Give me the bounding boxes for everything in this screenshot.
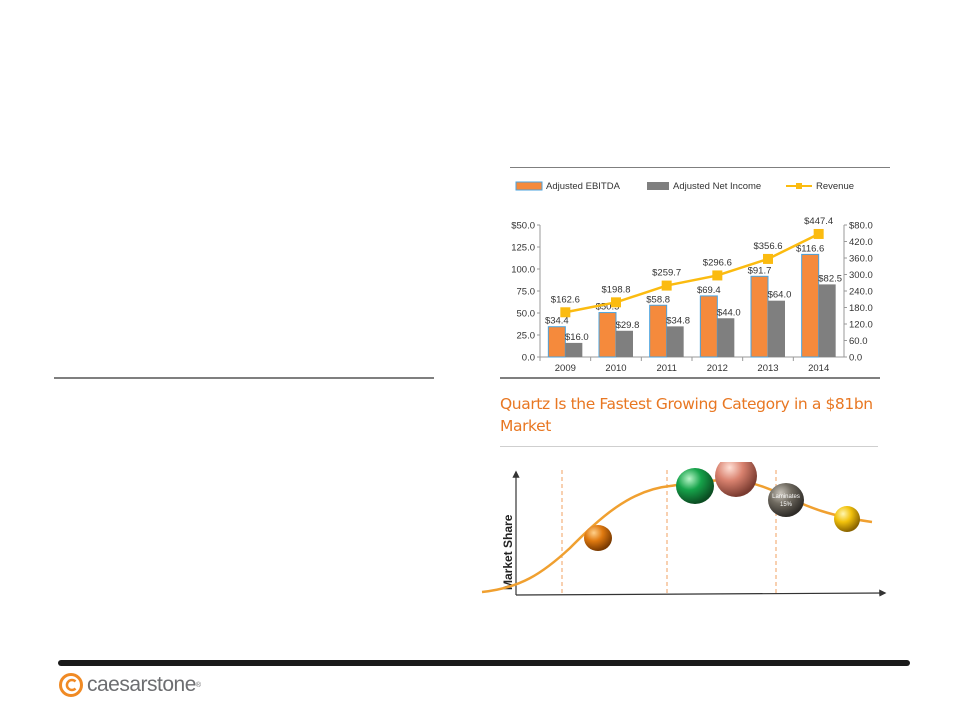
data-label-adjusted-net-income: $64.0 — [768, 290, 792, 301]
chart-top-divider — [510, 167, 890, 168]
x-tick-label: 2011 — [656, 363, 676, 374]
chart-legend: Adjusted EBITDA Adjusted Net Income Reve… — [515, 181, 854, 192]
revenue-point — [611, 297, 621, 308]
revenue-line — [565, 232, 820, 314]
data-label-adjusted-net-income: $16.0 — [565, 332, 589, 343]
x-axis — [515, 589, 887, 597]
bubble-orange — [584, 525, 612, 551]
x-tick-label: 2013 — [757, 363, 778, 374]
right-tick-label: 60.0 — [849, 336, 868, 347]
legend-marker-revenue — [796, 183, 802, 189]
bar-adjusted-net-income — [768, 300, 785, 357]
data-label-adjusted-ebitda: $58.8 — [646, 294, 670, 305]
right-tick-label: 180.0 — [849, 303, 873, 314]
revenue-point — [813, 228, 824, 239]
bubble-pink — [715, 462, 757, 497]
laminates-label: Laminates — [772, 494, 800, 500]
data-label-revenue: $356.6 — [753, 241, 782, 252]
bar-adjusted-ebitda — [547, 326, 566, 358]
legend-swatch-ebitda — [515, 181, 543, 191]
x-tick-label: 2010 — [605, 363, 626, 374]
right-tick-label: $80.0 — [849, 221, 873, 232]
company-logo: caesarstone ® — [58, 672, 201, 698]
bar-adjusted-net-income — [717, 318, 735, 357]
legend-swatch-net-income — [647, 182, 669, 190]
laminates-value: 15% — [780, 502, 793, 508]
data-label-adjusted-ebitda: $50.5 — [596, 302, 620, 313]
revenue-point — [560, 307, 571, 318]
data-label-adjusted-net-income: $29.8 — [616, 320, 640, 331]
bar-adjusted-ebitda — [649, 304, 668, 358]
right-tick-label: 300.0 — [849, 270, 873, 281]
right-tick-label: 240.0 — [849, 287, 873, 298]
data-label-adjusted-net-income: $34.8 — [666, 315, 690, 326]
left-tick-label: $50.0 — [511, 221, 535, 232]
data-label-revenue: $296.6 — [703, 257, 732, 268]
bubble-green — [676, 468, 714, 504]
right-tick-label: 360.0 — [849, 254, 873, 265]
bar-adjusted-net-income — [565, 342, 583, 357]
bar-adjusted-ebitda — [598, 312, 617, 358]
y-axis-label: Market Share — [501, 514, 515, 590]
data-label-revenue: $162.6 — [551, 294, 580, 305]
market-share-diagram: Market Share Laminates 15% — [481, 462, 887, 597]
left-tick-label: 25.0 — [517, 331, 536, 342]
logo-wordmark: caesarstone — [87, 673, 196, 696]
revenue-point — [712, 270, 723, 281]
right-tick-label: 120.0 — [849, 320, 873, 331]
data-label-revenue: $447.4 — [804, 216, 833, 227]
bubble-yellow — [834, 506, 860, 532]
data-label-adjusted-ebitda: $91.7 — [748, 265, 772, 276]
title-underline — [500, 446, 878, 447]
financial-chart: Adjusted EBITDA Adjusted Net Income Reve… — [511, 181, 873, 374]
bar-adjusted-net-income — [616, 330, 633, 357]
right-tick-label: 0.0 — [849, 353, 862, 364]
logo-registered-mark: ® — [195, 681, 202, 689]
data-label-revenue: $198.8 — [601, 284, 630, 295]
data-label-revenue: $259.7 — [652, 268, 681, 279]
bar-adjusted-net-income — [818, 284, 836, 357]
left-tick-label: 0.0 — [522, 353, 535, 364]
bar-adjusted-ebitda — [750, 275, 769, 358]
x-tick-label: 2014 — [808, 363, 829, 374]
left-tick-label: 75.0 — [517, 287, 536, 298]
legend-label-ebitda: Adjusted EBITDA — [546, 181, 621, 192]
chart-bottom-divider — [500, 377, 880, 379]
footer-band — [58, 660, 910, 666]
plot-area: 0.0 25.0 50.0 75.0 100.0 125.0 $50.0 0.0 60.0 120… — [511, 216, 873, 374]
data-label-adjusted-ebitda: $69.4 — [697, 285, 721, 296]
revenue-point — [661, 280, 672, 291]
section-title: Quartz Is the Fastest Growing Category i… — [500, 395, 873, 435]
left-tick-label: 50.0 — [517, 309, 536, 320]
bar-adjusted-ebitda — [699, 295, 718, 358]
x-tick-label: 2009 — [555, 363, 576, 374]
logo-mark-icon — [59, 673, 83, 697]
revenue-point — [763, 253, 773, 264]
growth-curve — [481, 479, 873, 594]
data-label-adjusted-net-income: $82.5 — [818, 273, 842, 284]
right-tick-label: 420.0 — [849, 237, 873, 248]
left-tick-label: 100.0 — [511, 265, 535, 276]
legend-label-revenue: Revenue — [816, 181, 854, 192]
data-label-adjusted-ebitda: $116.6 — [796, 243, 824, 254]
left-divider — [54, 377, 434, 379]
legend-label-net-income: Adjusted Net Income — [673, 181, 761, 192]
bar-adjusted-net-income — [666, 326, 684, 357]
x-tick-label: 2012 — [707, 363, 728, 374]
left-tick-label: 125.0 — [511, 243, 535, 254]
data-label-adjusted-ebitda: $34.4 — [545, 316, 569, 327]
data-label-adjusted-net-income: $44.0 — [717, 307, 741, 318]
bubble-laminates — [768, 483, 804, 517]
bar-adjusted-ebitda — [801, 253, 820, 358]
